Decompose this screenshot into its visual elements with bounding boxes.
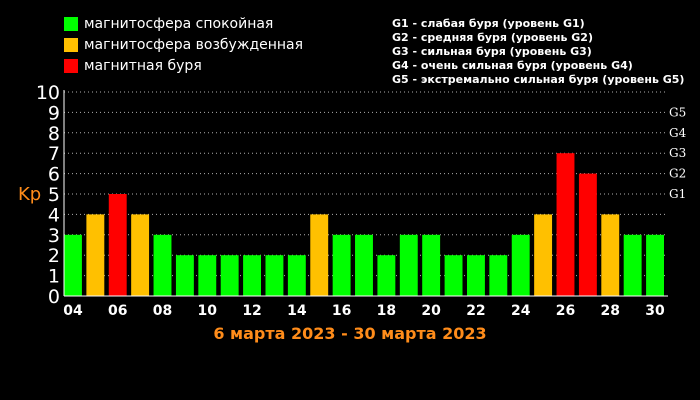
bar-6	[198, 255, 217, 296]
legend-label-storm: магнитная буря	[84, 58, 202, 74]
legend-item-storm: магнитная буря	[64, 56, 303, 76]
bar-10	[287, 255, 306, 296]
x-tick-label-12: 12	[242, 303, 261, 319]
x-tick-label-06: 06	[108, 303, 127, 319]
right-axis-label-g4: G4	[669, 126, 687, 140]
bar-15	[399, 234, 418, 296]
legend-swatch-excited	[64, 38, 78, 52]
bar-14	[377, 255, 396, 296]
right-axis-label-g3: G3	[669, 146, 686, 160]
bars	[64, 153, 664, 296]
storm-level-g2: G2 - средняя буря (уровень G2)	[392, 31, 593, 44]
x-tick-label-10: 10	[198, 303, 218, 319]
right-axis-label-g1: G1	[669, 187, 686, 201]
y-tick-label-10: 10	[36, 82, 60, 104]
y-tick-label-3: 3	[48, 225, 60, 247]
legend-item-excited: магнитосфера возбужденная	[64, 35, 303, 55]
bar-21	[534, 214, 553, 296]
x-tick-label-04: 04	[63, 303, 83, 319]
legend: магнитосфера спокойная магнитосфера возб…	[64, 14, 303, 77]
storm-level-g4: G4 - очень сильная буря (уровень G4)	[392, 59, 633, 72]
x-tick-label-16: 16	[332, 303, 351, 319]
legend-swatch-storm	[64, 59, 78, 73]
bar-9	[265, 255, 284, 296]
bar-23	[578, 173, 597, 296]
bar-17	[444, 255, 463, 296]
bar-1	[86, 214, 105, 296]
bar-13	[355, 234, 373, 296]
bar-25	[623, 234, 642, 296]
bar-24	[601, 214, 620, 296]
x-tick-label-30: 30	[645, 303, 665, 319]
legend-item-calm: магнитосфера спокойная	[64, 14, 303, 34]
x-tick-label-14: 14	[287, 303, 307, 319]
bar-3	[131, 214, 150, 296]
y-tick-label-1: 1	[48, 266, 60, 288]
x-tick-label-18: 18	[377, 303, 396, 319]
y-tick-label-4: 4	[48, 204, 60, 226]
y-tick-label-2: 2	[48, 245, 60, 267]
bar-0	[64, 234, 82, 296]
bar-7	[220, 255, 239, 296]
bar-22	[556, 153, 575, 296]
legend-label-excited: магнитосфера возбужденная	[84, 37, 304, 53]
date-range-title: 6 марта 2023 - 30 марта 2023	[213, 324, 487, 343]
legend-swatch-calm	[64, 17, 78, 31]
storm-level-g5: G5 - экстремально сильная буря (уровень …	[392, 73, 685, 86]
right-axis-label-g2: G2	[669, 167, 686, 181]
x-tick-label-22: 22	[466, 303, 485, 319]
bar-16	[422, 234, 441, 296]
bar-19	[489, 255, 508, 296]
y-tick-label-8: 8	[48, 123, 60, 145]
storm-level-legend: G1 - слабая буря (уровень G1) G2 - средн…	[392, 17, 684, 87]
bar-5	[175, 255, 194, 296]
bar-4	[153, 234, 172, 296]
x-tick-label-28: 28	[601, 303, 620, 319]
x-tick-label-26: 26	[556, 303, 575, 319]
bar-20	[511, 234, 530, 296]
storm-level-g1: G1 - слабая буря (уровень G1)	[392, 17, 585, 30]
legend-label-calm: магнитосфера спокойная	[84, 16, 274, 32]
bar-12	[332, 234, 351, 296]
bar-2	[108, 194, 127, 296]
x-tick-label-20: 20	[421, 303, 441, 319]
x-tick-label-08: 08	[153, 303, 172, 319]
storm-level-g3: G3 - сильная буря (уровень G3)	[392, 45, 592, 58]
right-axis-label-g5: G5	[669, 105, 686, 119]
y-tick-label-9: 9	[48, 102, 60, 124]
bar-8	[243, 255, 262, 296]
bar-11	[310, 214, 329, 296]
bar-26	[646, 234, 664, 296]
y-tick-label-6: 6	[48, 164, 60, 186]
y-tick-label-7: 7	[48, 143, 60, 165]
y-axis-label: Kp	[18, 184, 41, 205]
x-tick-label-24: 24	[511, 303, 531, 319]
y-tick-label-0: 0	[48, 286, 60, 308]
bar-18	[466, 255, 485, 296]
y-tick-label-5: 5	[48, 184, 60, 206]
